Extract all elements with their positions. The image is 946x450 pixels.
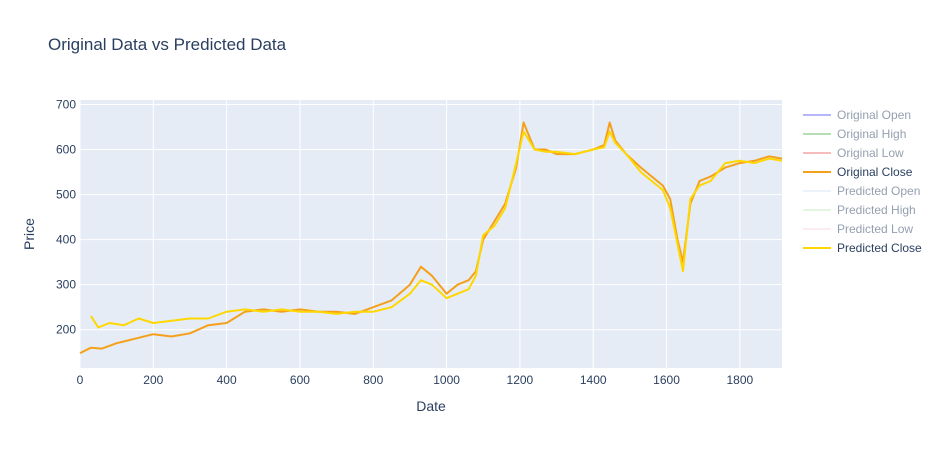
legend-item[interactable]: Predicted Close (803, 241, 922, 255)
legend-item[interactable]: Original Open (803, 108, 911, 122)
x-axis-title: Date (416, 398, 446, 414)
legend-label: Predicted Close (837, 241, 922, 255)
x-tick-label: 1200 (507, 373, 534, 387)
legend-item[interactable]: Original High (803, 127, 906, 141)
y-tick-label: 300 (56, 278, 76, 292)
x-tick-label: 1400 (580, 373, 607, 387)
legend-label: Predicted Open (837, 184, 920, 198)
legend-item[interactable]: Predicted High (803, 203, 916, 217)
x-tick-label: 1600 (653, 373, 680, 387)
legend-label: Predicted High (837, 203, 916, 217)
x-tick-label: 600 (290, 373, 310, 387)
y-tick-label: 400 (56, 233, 76, 247)
x-tick-label: 400 (217, 373, 237, 387)
chart-title: Original Data vs Predicted Data (48, 35, 287, 54)
y-tick-label: 500 (56, 188, 76, 202)
legend-label: Predicted Low (837, 222, 913, 236)
x-tick-label: 200 (143, 373, 163, 387)
legend-item[interactable]: Original Close (803, 165, 913, 179)
legend[interactable]: Original Open Original High Original Low Or… (803, 108, 922, 255)
series-layer (79, 121, 783, 354)
x-tick-label: 1800 (726, 373, 753, 387)
y-axis-ticks: 200 300 400 500 600 700 (56, 98, 76, 337)
y-tick-label: 700 (56, 98, 76, 112)
legend-label: Original Open (837, 108, 911, 122)
x-axis-ticks: 0 200 400 600 800 1000 1200 1400 1600 1800 (77, 373, 754, 387)
x-tick-label: 0 (77, 373, 84, 387)
legend-label: Original Close (837, 165, 913, 179)
legend-label: Original Low (837, 146, 904, 160)
legend-item[interactable]: Predicted Low (803, 222, 913, 236)
series-line-7 (90, 130, 783, 329)
legend-item[interactable]: Original Low (803, 146, 904, 160)
y-axis-title: Price (21, 218, 37, 250)
y-tick-label: 600 (56, 143, 76, 157)
y-tick-label: 200 (56, 323, 76, 337)
x-tick-label: 800 (363, 373, 383, 387)
x-tick-label: 1000 (433, 373, 460, 387)
gridlines (79, 100, 782, 368)
legend-item[interactable]: Predicted Open (803, 184, 920, 198)
plot-area (80, 100, 782, 368)
legend-label: Original High (837, 127, 906, 141)
